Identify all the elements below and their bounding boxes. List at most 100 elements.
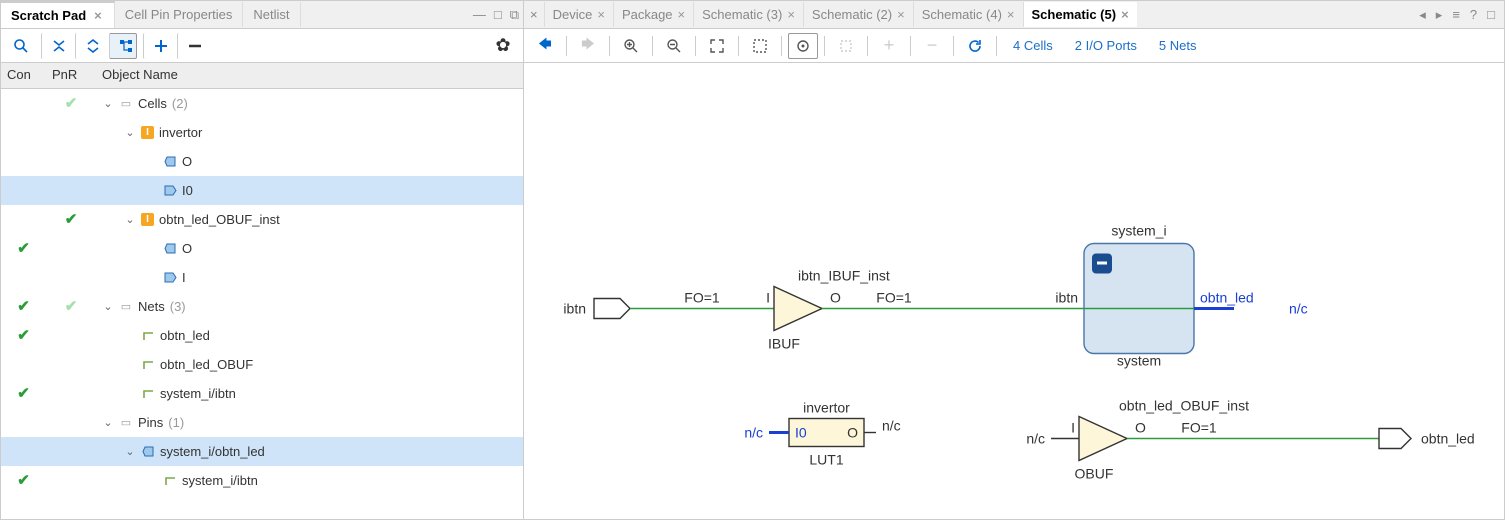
- tree-column-headers: Con PnR Object Name: [1, 63, 523, 89]
- next-tab-icon[interactable]: ▸: [1433, 7, 1446, 23]
- tab-schematic-4[interactable]: Schematic (4)×: [913, 2, 1023, 27]
- net-icon: [141, 386, 155, 400]
- schematic-canvas[interactable]: ibtnFO=1Iibtn_IBUF_instIBUFOFO=1ibtnsyst…: [524, 63, 1504, 519]
- check-icon: ✔: [17, 471, 30, 489]
- tab-schematic-3[interactable]: Schematic (3)×: [693, 2, 803, 27]
- back-button[interactable]: 🡄: [530, 33, 560, 59]
- tree-row[interactable]: I0: [1, 176, 523, 205]
- expand-icon[interactable]: ⌄: [124, 213, 136, 226]
- settings-button[interactable]: ✿: [489, 33, 517, 59]
- close-icon[interactable]: ×: [678, 7, 686, 22]
- svg-text:invertor: invertor: [803, 400, 850, 416]
- tree-row[interactable]: ✔O: [1, 234, 523, 263]
- pin-out-icon: [163, 154, 177, 168]
- check-icon: ✔: [65, 210, 78, 228]
- tree-row[interactable]: ✔obtn_led: [1, 321, 523, 350]
- maximize-icon[interactable]: □: [1484, 7, 1498, 23]
- close-icon[interactable]: ×: [1007, 7, 1015, 22]
- tree-label: obtn_led_OBUF: [160, 357, 253, 372]
- expand-icon[interactable]: ⌄: [124, 126, 136, 139]
- tree-row[interactable]: I: [1, 263, 523, 292]
- close-icon[interactable]: ×: [597, 7, 605, 22]
- tree-row[interactable]: ✔⌄▭Cells (2): [1, 89, 523, 118]
- minimize-icon[interactable]: —: [469, 7, 490, 22]
- zoom-out-button[interactable]: [659, 33, 689, 59]
- tree-row[interactable]: ✔system_i/ibtn: [1, 466, 523, 495]
- tree-row[interactable]: ✔✔⌄▭Nets (3): [1, 292, 523, 321]
- info-io-ports[interactable]: 2 I/O Ports: [1065, 38, 1147, 53]
- info-nets[interactable]: 5 Nets: [1149, 38, 1207, 53]
- tree-label: system_i/ibtn: [160, 386, 236, 401]
- check-icon: ✔: [17, 297, 30, 315]
- svg-text:I: I: [1071, 420, 1075, 436]
- tab-label: Netlist: [253, 7, 289, 22]
- close-icon[interactable]: ×: [92, 8, 104, 23]
- tab-netlist[interactable]: Netlist: [243, 2, 300, 27]
- net-icon: [163, 473, 177, 487]
- tab-device[interactable]: Device×: [544, 2, 613, 27]
- zoom-fit-button[interactable]: [702, 33, 732, 59]
- remove-button[interactable]: [177, 33, 205, 59]
- count-label: (1): [168, 415, 184, 430]
- tab-schematic-2[interactable]: Schematic (2)×: [803, 2, 913, 27]
- tree-row[interactable]: obtn_led_OBUF: [1, 350, 523, 379]
- close-icon[interactable]: ×: [897, 7, 905, 22]
- tree-row[interactable]: ✔system_i/ibtn: [1, 379, 523, 408]
- pin-in-icon: [163, 270, 177, 284]
- folder-icon: ▭: [119, 96, 133, 110]
- tab-schematic-5[interactable]: Schematic (5)×: [1023, 2, 1137, 27]
- object-tree[interactable]: ✔⌄▭Cells (2)⌄IinvertorOI0✔⌄Iobtn_led_OBU…: [1, 89, 523, 519]
- tree-label: Pins: [138, 415, 163, 430]
- check-icon: ✔: [17, 239, 30, 257]
- tree-label: O: [182, 241, 192, 256]
- tree-label: obtn_led: [160, 328, 210, 343]
- count-label: (2): [172, 96, 188, 111]
- col-con[interactable]: Con: [1, 63, 46, 88]
- info-cells[interactable]: 4 Cells: [1003, 38, 1063, 53]
- tree-row[interactable]: O: [1, 147, 523, 176]
- svg-text:ibtn: ibtn: [1055, 290, 1078, 306]
- add-button[interactable]: [143, 33, 171, 59]
- tree-row[interactable]: ⌄▭Pins (1): [1, 408, 523, 437]
- expand-icon[interactable]: ⌄: [102, 97, 114, 110]
- expand-icon[interactable]: ⌄: [102, 416, 114, 429]
- maximize-icon[interactable]: □: [490, 7, 506, 22]
- tab-package[interactable]: Package×: [613, 2, 693, 27]
- collapse-all-button[interactable]: [41, 33, 69, 59]
- svg-text:ibtn_IBUF_inst: ibtn_IBUF_inst: [798, 268, 890, 284]
- svg-text:IBUF: IBUF: [768, 336, 800, 352]
- instance-icon: I: [141, 213, 154, 226]
- tab-cell-pin-properties[interactable]: Cell Pin Properties: [115, 2, 244, 27]
- fit-selection-button: [831, 33, 861, 59]
- close-icon[interactable]: ×: [1121, 7, 1129, 22]
- help-icon[interactable]: ?: [1467, 7, 1480, 23]
- col-obj[interactable]: Object Name: [96, 63, 523, 88]
- tree-label: system_i/obtn_led: [160, 444, 265, 459]
- tree-row[interactable]: ⌄ system_i/obtn_led: [1, 437, 523, 466]
- tab-nav: ◂ ▸ ≡ ? □: [1410, 7, 1504, 23]
- auto-fit-button[interactable]: [788, 33, 818, 59]
- tab-list-icon[interactable]: ≡: [1449, 7, 1463, 23]
- col-pnr[interactable]: PnR: [46, 63, 96, 88]
- search-button[interactable]: [7, 33, 35, 59]
- count-label: (3): [170, 299, 186, 314]
- restore-icon[interactable]: ⧉: [506, 7, 523, 23]
- tree-row[interactable]: ✔⌄Iobtn_led_OBUF_inst: [1, 205, 523, 234]
- tree-view-button[interactable]: [109, 33, 137, 59]
- zoom-in-button[interactable]: [616, 33, 646, 59]
- regenerate-button[interactable]: [960, 33, 990, 59]
- scratch-pad-panel: Scratch Pad × Cell Pin Properties Netlis…: [0, 0, 524, 520]
- tab-scratch-pad[interactable]: Scratch Pad ×: [1, 1, 115, 28]
- schematic-panel: × Device× Package× Schematic (3)× Schema…: [524, 0, 1505, 520]
- expand-icon[interactable]: ⌄: [102, 300, 114, 313]
- svg-text:n/c: n/c: [1289, 301, 1308, 317]
- expand-icon[interactable]: ⌄: [124, 445, 136, 458]
- gear-icon: ✿: [495, 35, 510, 56]
- close-tab-icon[interactable]: ×: [524, 2, 544, 27]
- svg-text:FO=1: FO=1: [876, 290, 912, 306]
- expand-all-button[interactable]: [75, 33, 103, 59]
- select-area-button[interactable]: [745, 33, 775, 59]
- prev-tab-icon[interactable]: ◂: [1416, 7, 1429, 23]
- close-icon[interactable]: ×: [787, 7, 795, 22]
- tree-row[interactable]: ⌄Iinvertor: [1, 118, 523, 147]
